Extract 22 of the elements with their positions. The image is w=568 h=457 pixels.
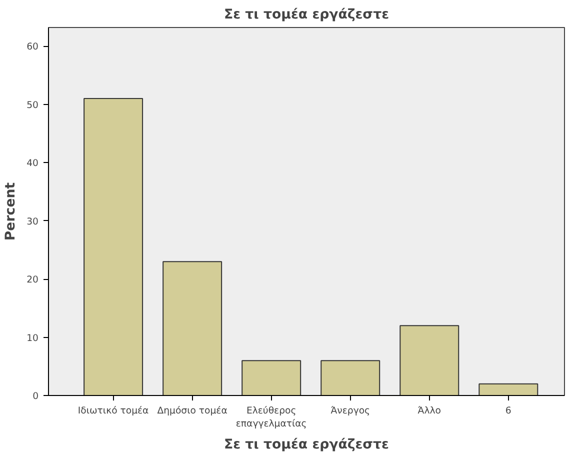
x-tick-label: Δημόσιο τομέα bbox=[157, 406, 228, 416]
bar bbox=[478, 383, 538, 396]
bar bbox=[320, 360, 380, 396]
x-tick-label: Άνεργος bbox=[330, 406, 370, 416]
y-tick-label: 10 bbox=[26, 332, 39, 344]
bar bbox=[84, 98, 144, 396]
y-tick-label: 0 bbox=[32, 391, 39, 402]
y-tick-label: 50 bbox=[26, 100, 39, 111]
y-tick-label: 20 bbox=[26, 274, 39, 286]
x-axis-title: Σε τι τομέα εργάζεστε bbox=[224, 438, 389, 453]
y-tick-label: 60 bbox=[26, 42, 39, 53]
x-tick-label: Άλλο bbox=[418, 406, 442, 416]
x-tick-label: Ελεύθερος επαγγελματίας bbox=[236, 406, 307, 430]
y-tick-label: 40 bbox=[26, 158, 39, 170]
bar bbox=[162, 261, 222, 396]
x-tick-label: Ιδιωτικό τομέα bbox=[78, 406, 149, 416]
x-tick-label: 6 bbox=[505, 406, 512, 416]
y-axis-title: Percent bbox=[4, 182, 19, 241]
y-tick-label: 30 bbox=[26, 216, 39, 228]
bar bbox=[242, 360, 302, 396]
bar bbox=[400, 325, 460, 396]
chart-title: Σε τι τομέα εργάζεστε bbox=[224, 8, 389, 22]
